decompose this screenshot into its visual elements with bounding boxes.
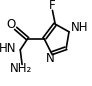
Text: NH: NH [71,21,88,34]
Text: F: F [49,0,55,12]
Text: N: N [46,52,55,65]
Text: HN: HN [0,42,16,55]
Text: O: O [6,18,16,31]
Text: NH₂: NH₂ [10,62,32,75]
